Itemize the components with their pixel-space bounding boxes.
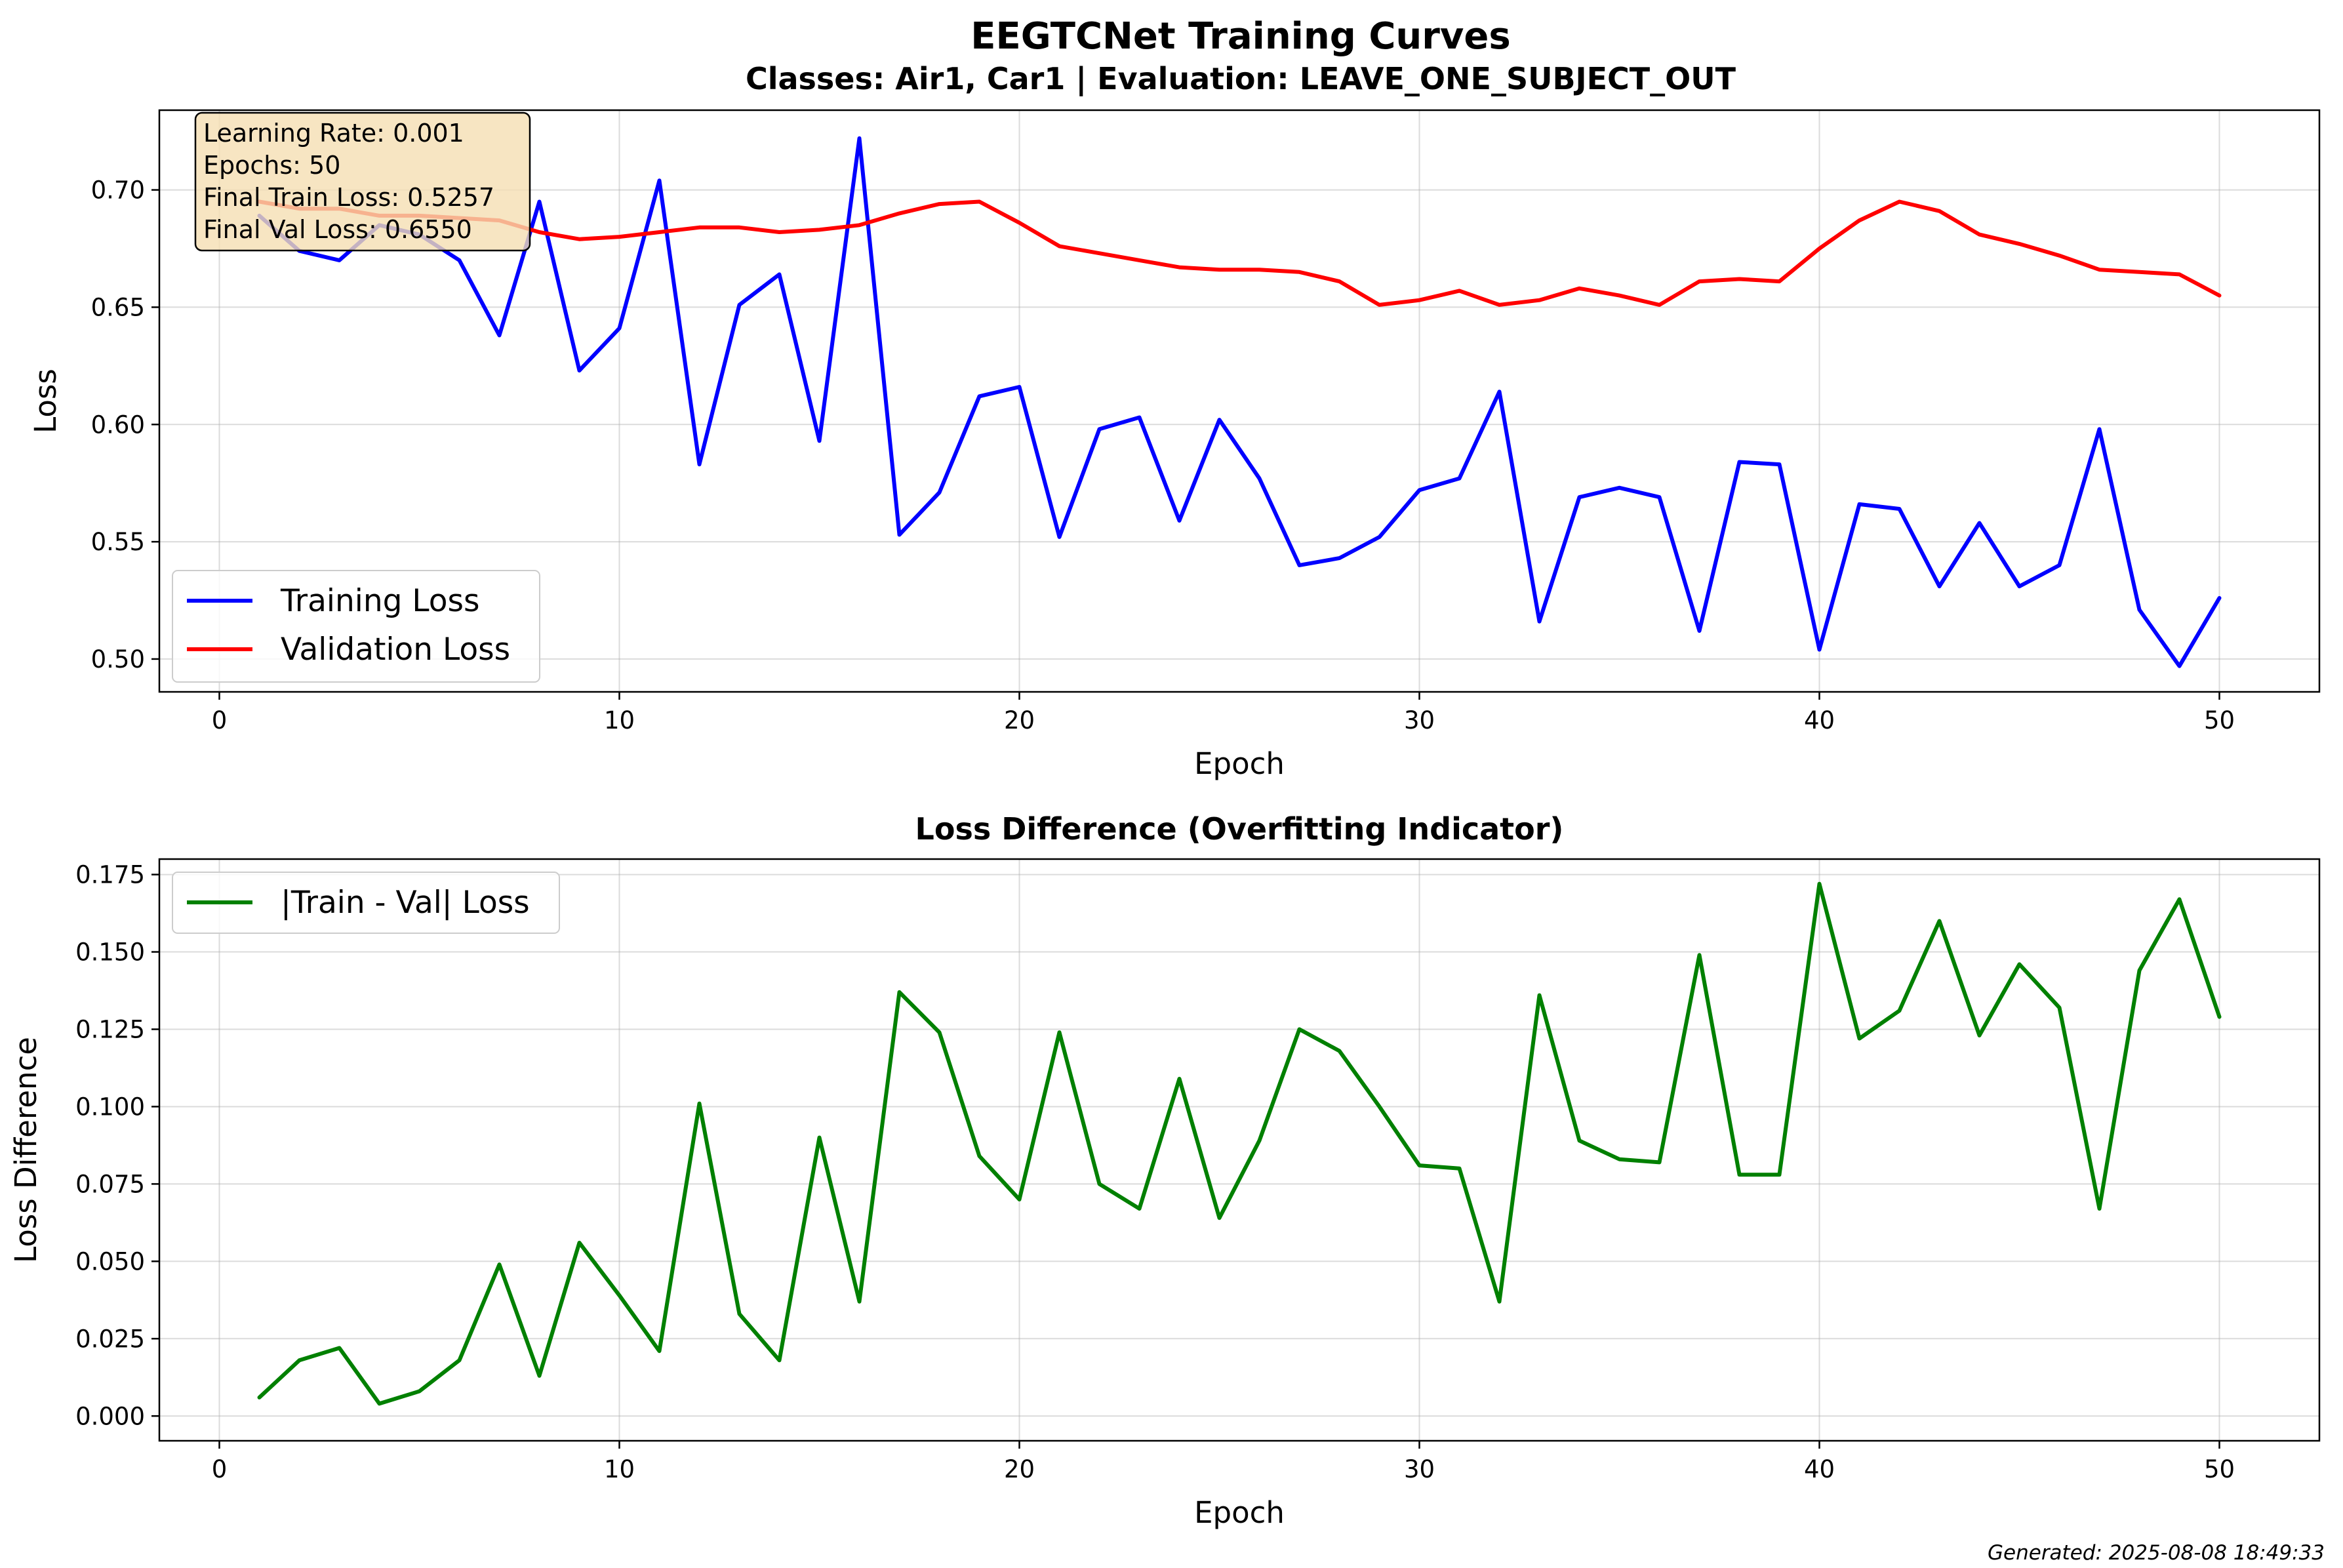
y-tick-label: 0.000: [75, 1402, 145, 1430]
y-tick-label: 0.025: [75, 1325, 145, 1353]
x-tick-label: 20: [1004, 706, 1035, 734]
series-line-validation-loss: [257, 199, 2222, 307]
info-learning-rate: Learning Rate: 0.001: [203, 119, 464, 148]
y-tick-label: 0.60: [91, 411, 145, 439]
series-line-training-loss: [257, 136, 2222, 668]
figure-title: EEGTCNet Training Curves: [971, 15, 1510, 58]
axis-ticks: 0 10 20 30 40 50 0.50 0.55 0.60 0.65 0.70: [91, 176, 2235, 734]
x-tick-label: 0: [212, 1455, 228, 1483]
y-axis-label: Loss: [28, 369, 63, 433]
x-tick-label: 50: [2204, 706, 2235, 734]
axes-frame: [158, 858, 2321, 1442]
x-tick-label: 0: [212, 706, 228, 734]
legend-box: [172, 872, 560, 934]
x-axis-label: Epoch: [1194, 746, 1285, 781]
x-tick-label: 10: [604, 706, 635, 734]
legend: Training Loss Validation Loss: [172, 570, 540, 683]
figure-subtitle: Classes: Air1, Car1 | Evaluation: LEAVE_…: [746, 61, 1736, 97]
legend-label-training-loss: Training Loss: [280, 583, 479, 619]
training-loss-panel: 0 10 20 30 40 50 0.50 0.55 0.60 0.65 0.70 Epoch Lo…: [28, 109, 2321, 781]
series-lines: [257, 136, 2222, 668]
x-tick-label: 50: [2204, 1455, 2235, 1483]
y-tick-label: 0.175: [75, 861, 145, 889]
series-line-train-val-loss: [257, 881, 2222, 1406]
y-tick-label: 0.150: [75, 938, 145, 967]
y-tick-label: 0.075: [75, 1170, 145, 1198]
y-tick-label: 0.70: [91, 176, 145, 205]
info-final-val-loss: Final Val Loss: 0.6550: [203, 215, 472, 244]
info-final-train-loss: Final Train Loss: 0.5257: [203, 183, 494, 212]
legend-box: [172, 570, 540, 683]
x-tick-label: 30: [1404, 1455, 1435, 1483]
x-tick-label: 10: [604, 1455, 635, 1483]
x-tick-label: 40: [1804, 706, 1835, 734]
legend: |Train - Val| Loss: [172, 872, 560, 934]
loss-difference-panel: Loss Difference (Overfitting Indicator) …: [9, 811, 2321, 1530]
axes-frame: [158, 109, 2321, 693]
y-tick-label: 0.125: [75, 1015, 145, 1043]
info-epochs: Epochs: 50: [203, 151, 340, 180]
legend-label-loss-difference: |Train - Val| Loss: [281, 885, 530, 921]
x-tick-label: 40: [1804, 1455, 1835, 1483]
x-tick-label: 30: [1404, 706, 1435, 734]
series-lines: [257, 881, 2222, 1406]
y-tick-label: 0.050: [75, 1247, 145, 1276]
y-tick-label: 0.65: [91, 293, 145, 321]
axis-ticks: 0 10 20 30 40 50 0.000 0.025 0.050 0.075 0.100 0.12…: [75, 861, 2235, 1483]
y-tick-label: 0.55: [91, 528, 145, 556]
y-tick-label: 0.100: [75, 1093, 145, 1121]
info-box-background: [194, 111, 531, 252]
panel-title: Loss Difference (Overfitting Indicator): [915, 811, 1564, 847]
y-axis-label: Loss Difference: [9, 1037, 43, 1263]
hyperparameter-info-box: Learning Rate: 0.001 Epochs: 50 Final Tr…: [194, 111, 531, 252]
legend-label-validation-loss: Validation Loss: [281, 632, 510, 668]
x-tick-label: 20: [1004, 1455, 1035, 1483]
x-axis-label: Epoch: [1194, 1495, 1285, 1530]
y-tick-label: 0.50: [91, 645, 145, 673]
generated-timestamp: Generated: 2025-08-08 18:49:33: [1988, 1541, 2325, 1565]
